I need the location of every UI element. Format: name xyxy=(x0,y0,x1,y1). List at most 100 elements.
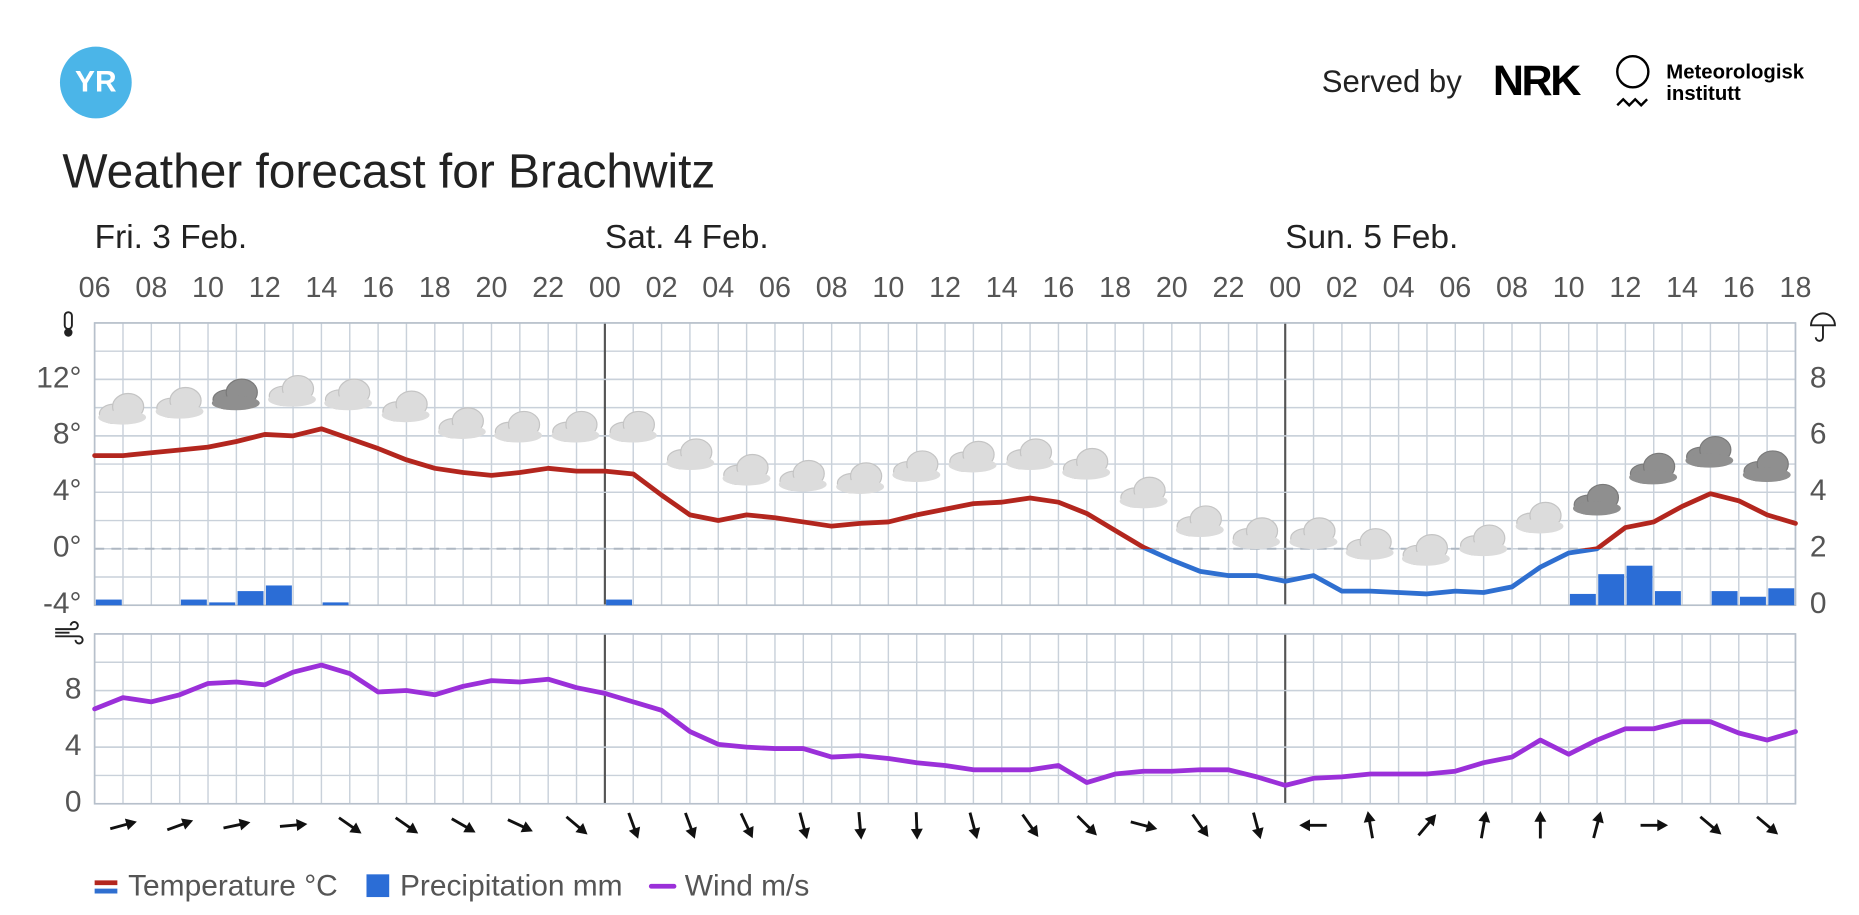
cloud-part xyxy=(1119,493,1168,509)
met-logo-circle xyxy=(1616,55,1650,89)
cloud-part xyxy=(948,458,997,473)
arrow-head xyxy=(1766,823,1779,835)
wind-icon xyxy=(55,621,84,645)
wind-arrow xyxy=(1478,811,1491,839)
wind-line xyxy=(92,662,1798,788)
cloud-part xyxy=(98,410,147,425)
wind-arrow xyxy=(1756,815,1779,835)
weather-icon xyxy=(551,410,600,443)
precipitation-bar xyxy=(1569,593,1596,606)
hour-label: 04 xyxy=(1383,272,1415,304)
cloud-part xyxy=(1742,467,1791,483)
y2-tick-label: 8 xyxy=(1810,361,1827,394)
wind-arrow xyxy=(1191,813,1209,838)
day-label: Sat. 4 Feb. xyxy=(605,219,769,256)
hour-label: 10 xyxy=(1553,272,1585,304)
weather-icon xyxy=(1459,524,1508,557)
arrow-head xyxy=(910,828,923,840)
hour-label: 00 xyxy=(589,272,621,304)
arrow-head xyxy=(124,818,137,831)
wind-arrow xyxy=(684,812,697,839)
arrow-head xyxy=(1363,811,1376,823)
arrow-head xyxy=(575,823,588,835)
arrow-head xyxy=(1657,819,1669,832)
y-tick-label: -4° xyxy=(43,587,82,620)
cloud-part xyxy=(892,467,941,483)
cloud-part xyxy=(1006,455,1054,471)
wind-arrow xyxy=(798,812,811,840)
cloud-part xyxy=(1289,534,1338,549)
arrow-head xyxy=(463,821,476,833)
nrk-logo[interactable]: NRK xyxy=(1493,57,1584,105)
precipitation-bar xyxy=(1711,591,1738,606)
met-logo-line-1: Meteorologisk xyxy=(1666,61,1804,83)
weather-icon xyxy=(608,410,657,443)
weather-icon xyxy=(948,440,997,473)
wind-arrow xyxy=(627,812,641,839)
hour-label: 06 xyxy=(79,272,111,304)
weather-icon xyxy=(1401,534,1450,566)
precipitation-bar xyxy=(1654,591,1681,606)
precipitation-bar xyxy=(265,585,292,606)
wind-arrow xyxy=(394,816,419,834)
arrow-head xyxy=(1252,827,1264,840)
hour-label: 22 xyxy=(1213,272,1245,304)
arrow-head xyxy=(1027,824,1039,838)
y-tick-label: 0° xyxy=(53,531,82,564)
hour-label: 20 xyxy=(476,272,508,304)
legend-label: Temperature °C xyxy=(128,869,338,902)
hour-label: 16 xyxy=(1042,272,1074,304)
hour-label: 12 xyxy=(929,272,961,304)
hour-label: 18 xyxy=(1779,272,1811,304)
y2-tick-label: 6 xyxy=(1810,418,1827,451)
weather-icon xyxy=(1572,483,1621,516)
arrow-head xyxy=(296,819,308,831)
yr-logo[interactable] xyxy=(59,46,132,119)
weather-icon xyxy=(1515,501,1564,534)
cloud-part xyxy=(551,428,600,443)
cloud-part xyxy=(381,407,430,423)
precipitation-bar xyxy=(1739,596,1766,606)
arrow-head xyxy=(1197,824,1209,838)
arrow-head xyxy=(628,826,641,839)
hour-label: 08 xyxy=(1496,272,1528,304)
cloud-part xyxy=(211,395,260,411)
cloud-part xyxy=(836,479,885,494)
arrow-head xyxy=(854,828,867,840)
day-label: Fri. 3 Feb. xyxy=(95,219,248,256)
header: YR Served by NRK Meteorologisk institutt… xyxy=(59,46,1805,198)
hour-label: 18 xyxy=(1099,272,1131,304)
precipitation-bar xyxy=(209,602,236,606)
arrow-head xyxy=(1085,823,1097,836)
hour-label: 14 xyxy=(305,272,337,304)
arrow-head xyxy=(1592,811,1604,824)
hour-label: 00 xyxy=(1269,272,1301,304)
axis-icons xyxy=(55,311,1836,645)
weather-icon xyxy=(1119,476,1168,509)
arrow-head xyxy=(1145,820,1158,832)
arrow-head xyxy=(1478,811,1491,823)
y-tick-label: 4 xyxy=(65,729,82,762)
wind-arrow xyxy=(451,817,476,833)
y2-tick-label: 0 xyxy=(1810,587,1827,620)
precipitation-bar xyxy=(1626,565,1653,606)
wind-arrow xyxy=(223,818,251,831)
cloud-part xyxy=(1175,522,1224,538)
y2-tick-label: 4 xyxy=(1810,474,1827,507)
weather-icon xyxy=(722,453,771,486)
cloud-part xyxy=(1515,519,1564,534)
met-logo-line-2: institutt xyxy=(1666,83,1741,105)
wind-arrow xyxy=(507,818,533,833)
wind-arrow xyxy=(279,819,308,831)
hour-label: 14 xyxy=(1666,272,1698,304)
arrow-head xyxy=(181,818,194,830)
wind-arrow xyxy=(565,815,588,835)
wind-arrow xyxy=(1252,812,1264,840)
wind-arrow xyxy=(968,812,981,840)
y-tick-label: 8 xyxy=(65,672,82,705)
weather-icon xyxy=(494,410,542,443)
wind-arrow xyxy=(910,812,923,840)
legend-label: Precipitation mm xyxy=(400,869,623,902)
